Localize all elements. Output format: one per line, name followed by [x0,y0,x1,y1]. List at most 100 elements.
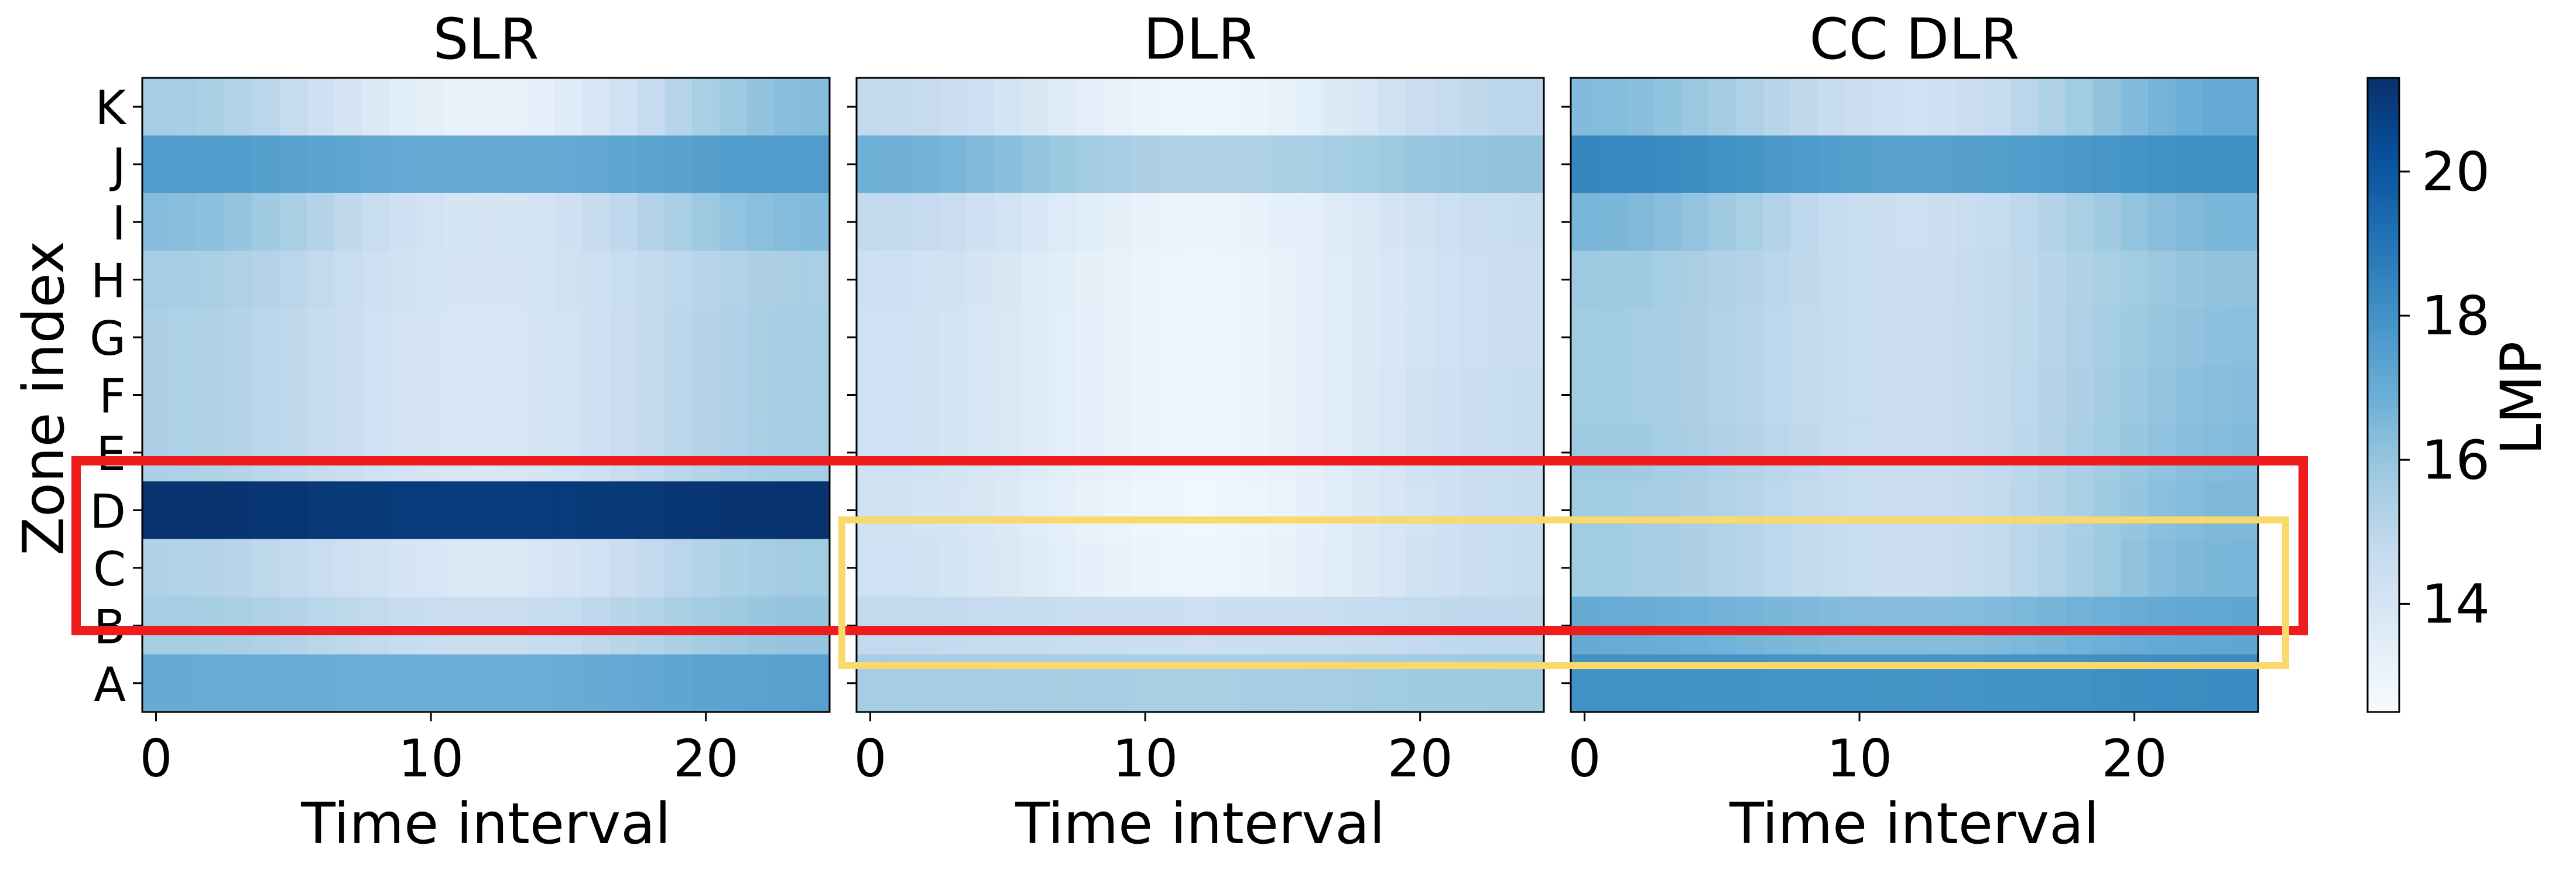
heatmap-cell [2010,135,2039,194]
heatmap-cell [389,308,418,367]
heatmap-cell [1735,366,1764,424]
heatmap-cell [2148,308,2176,367]
heatmap-cell [362,78,390,136]
heatmap-cell [472,539,501,597]
heatmap-cell [664,423,693,482]
heatmap-cell [1571,135,1599,194]
heatmap-cell [775,135,803,194]
heatmap-cell [1625,193,1654,251]
heatmap-cell [1269,539,1297,597]
heatmap-cell [252,654,280,713]
heatmap-cell [1873,308,1902,367]
heatmap-cell [1379,135,1407,194]
heatmap-cell [554,135,583,194]
heatmap-cell [334,308,363,367]
heatmap-cell [499,539,528,597]
heatmap-cell [1104,251,1132,309]
heatmap-cell [1928,423,1957,482]
heatmap-cell [1900,481,1929,540]
heatmap-cell [1571,308,1599,367]
heatmap-cell [1296,135,1324,194]
heatmap-cell [1625,308,1654,367]
heatmap-cell [2065,251,2094,309]
heatmap-cell [1818,539,1847,597]
heatmap-cell [1790,366,1819,424]
heatmap-cell [1928,251,1957,309]
heatmap-cell [1269,251,1297,309]
heatmap-cell [1625,251,1654,309]
heatmap-cell [692,193,720,251]
heatmap-cell [1104,539,1132,597]
heatmap-cell [2176,481,2204,540]
heatmap-cell [1461,78,1489,136]
heatmap-cell [197,481,225,540]
heatmap-cell [2093,597,2121,655]
heatmap-cell [1186,481,1215,540]
heatmap-cell [1489,423,1517,482]
heatmap-cell [1680,481,1709,540]
heatmap-cell [1598,251,1626,309]
heatmap-cell [279,654,308,713]
heatmap-cell [554,654,583,713]
heatmap-cell [554,308,583,367]
heatmap-cell [664,251,693,309]
heatmap-cell [1598,366,1626,424]
colorbar-label: LMP [2489,341,2554,455]
heatmap-cell [994,366,1022,424]
heatmap-cell [2203,539,2231,597]
heatmap-cell [2038,78,2066,136]
heatmap-cell [1818,423,1847,482]
heatmap-cell [1845,193,1874,251]
heatmap-cell [1461,251,1489,309]
heatmap-cell [389,135,418,194]
heatmap-cell [1296,308,1324,367]
heatmap-cell [1076,539,1105,597]
x-tick-label: 20 [2102,728,2167,789]
heatmap-cell [1076,193,1105,251]
heatmap-cell [252,251,280,309]
heatmap-cell [1159,597,1187,655]
heatmap-cell [1049,78,1077,136]
x-tick-label: 0 [139,728,172,789]
heatmap-cell [747,539,775,597]
heatmap-cell [2203,366,2231,424]
heatmap-cell [1241,193,1269,251]
heatmap-cell [582,423,610,482]
heatmap-cell [1983,308,2011,367]
heatmap-cell [472,251,501,309]
heatmap-cell [2231,193,2259,251]
heatmap-cell [2231,135,2259,194]
heatmap-cell [1021,78,1050,136]
heatmap-cell [2231,366,2259,424]
heatmap-cell [1076,597,1105,655]
heatmap-cell [1406,597,1434,655]
heatmap-cell [1131,135,1160,194]
colorbar: 14 16 18 20 LMP [2366,77,2554,713]
heatmap-cell [307,78,335,136]
heatmap-cell [1653,481,1681,540]
heatmap-cell [224,193,253,251]
heatmap-cell [609,78,638,136]
heatmap-cell [1489,539,1517,597]
heatmap-cell [1076,78,1105,136]
heatmap-cell [637,251,665,309]
heatmap-cell [334,481,363,540]
heatmap-cell [527,597,555,655]
heatmap-cell [720,654,748,713]
heatmap-cell [307,308,335,367]
heatmap-cell [2121,366,2149,424]
heatmap-cell [2176,539,2204,597]
heatmap-cell [1983,539,2011,597]
heatmap-cell [1269,597,1297,655]
heatmap-cell [1131,308,1160,367]
heatmap-cell [499,481,528,540]
heatmap-cell [1434,78,1462,136]
heatmap-cell [1379,251,1407,309]
heatmap-cell [692,135,720,194]
heatmap-cell [307,539,335,597]
heatmap-cell [142,135,170,194]
heatmap-cell [444,423,473,482]
heatmap-cell [664,308,693,367]
heatmap-cell [1186,135,1215,194]
heatmap-cell [938,193,967,251]
